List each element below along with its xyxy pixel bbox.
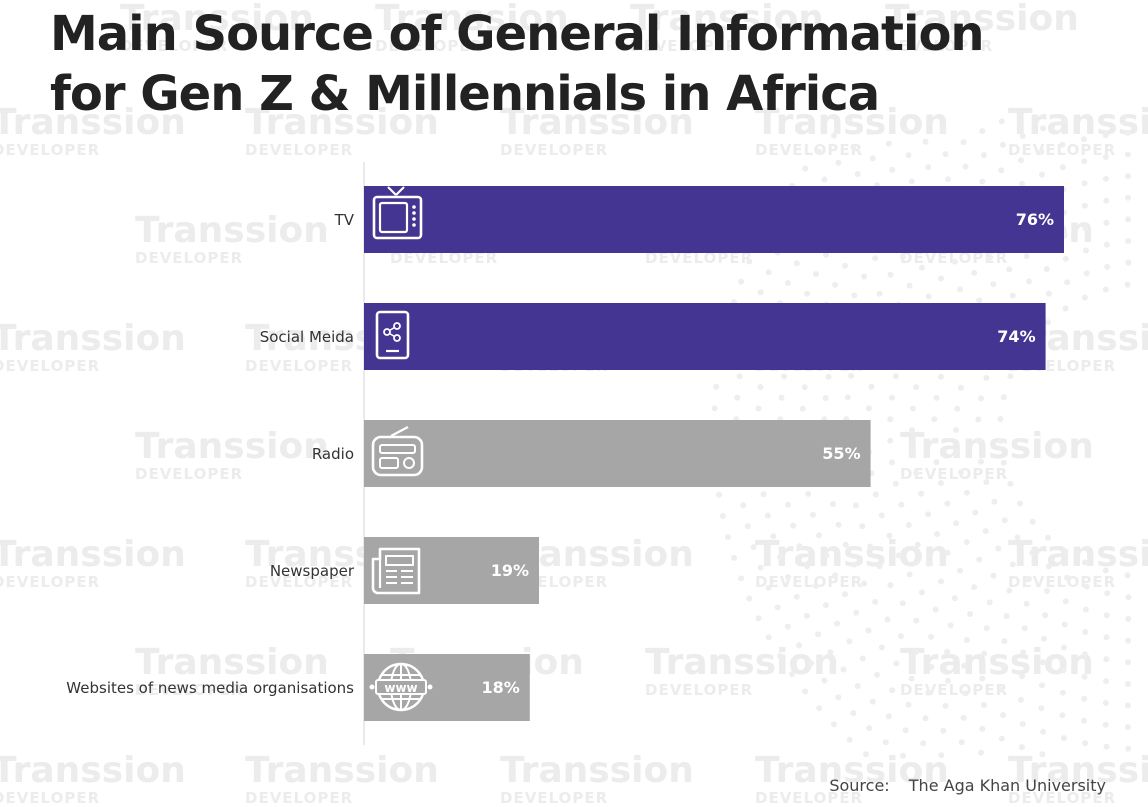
- category-label: Websites of news media organisations: [66, 679, 354, 697]
- smartphone-share-icon: [375, 310, 410, 360]
- value-label: 55%: [822, 444, 860, 463]
- chart-title-line-2: for Gen Z & Millennials in Africa: [50, 66, 880, 122]
- bar: [364, 186, 1064, 253]
- tv-icon: [372, 186, 423, 240]
- chart-title: Main Source of General Information for G…: [50, 4, 985, 124]
- bar-group: 74% Social Meida: [260, 303, 1046, 370]
- source-label: Source:: [829, 776, 890, 795]
- value-label: 18%: [482, 678, 520, 697]
- source-note: Source: The Aga Khan University: [829, 776, 1106, 795]
- bar-group: 55% Radio: [312, 420, 871, 487]
- chart-title-line-1: Main Source of General Information: [50, 6, 985, 62]
- bar-group: 19% Newspaper: [270, 537, 539, 604]
- svg-text:www: www: [384, 681, 417, 695]
- source-text: The Aga Khan University: [908, 776, 1106, 795]
- bar-group: 76% TV: [334, 186, 1064, 253]
- bar: [364, 303, 1046, 370]
- category-label: Social Meida: [260, 328, 354, 346]
- radio-icon: [371, 425, 424, 477]
- newspaper-icon: [371, 547, 421, 595]
- bar: [364, 420, 871, 487]
- category-label: Radio: [312, 445, 354, 463]
- value-label: 74%: [997, 327, 1035, 346]
- category-label: Newspaper: [270, 562, 355, 580]
- globe-www-icon: www: [369, 662, 433, 712]
- bar-group: www 18% Websites of news media organisatio…: [66, 654, 530, 721]
- value-label: 19%: [491, 561, 529, 580]
- value-label: 76%: [1016, 210, 1054, 229]
- category-label: TV: [334, 211, 355, 229]
